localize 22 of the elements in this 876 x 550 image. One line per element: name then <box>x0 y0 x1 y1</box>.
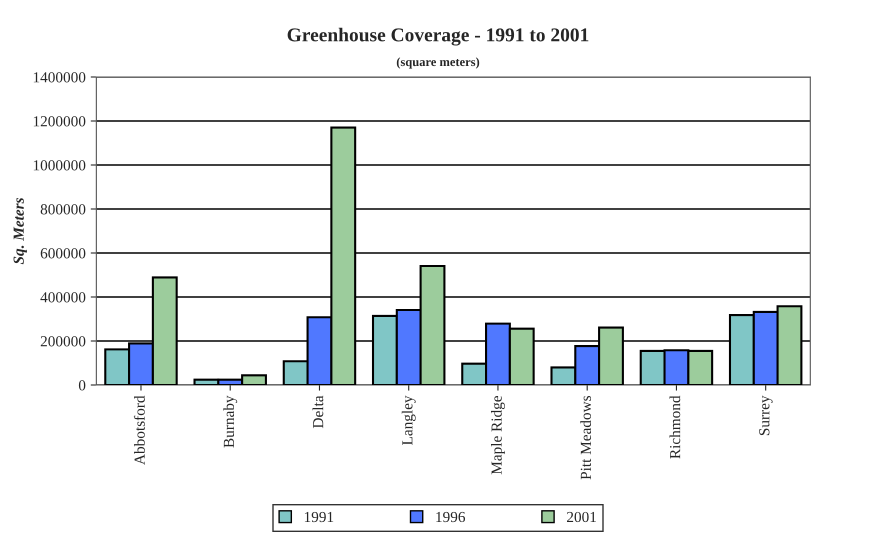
y-tick-label: 1000000 <box>34 160 86 170</box>
chart-subtitle: (square meters) <box>396 57 480 69</box>
legend-label: 2001 <box>567 512 596 522</box>
x-tick-label: Langley <box>402 395 416 446</box>
y-tick-label: 200000 <box>40 336 86 346</box>
y-tick-label: 1200000 <box>34 116 86 126</box>
x-tick-label: Pitt Meadows <box>580 396 592 480</box>
y-axis-title: Sq. Meters <box>14 198 27 264</box>
y-tick-label: 600000 <box>40 248 86 258</box>
y-tick-label: 0 <box>78 380 86 390</box>
y-tick-label: 800000 <box>40 204 86 214</box>
x-tick-label: Abbotsford <box>134 396 145 465</box>
legend-label: 1996 <box>436 512 466 522</box>
x-tick-label: Delta <box>312 396 324 428</box>
x-tick-label: Surrey <box>759 395 773 436</box>
x-tick-label: Richmond <box>670 396 680 459</box>
x-tick-label: Maple Ridge <box>491 396 505 474</box>
y-tick-label: 1400000 <box>34 72 86 82</box>
y-tick-label: 400000 <box>40 292 86 302</box>
chart-title: Greenhouse Coverage - 1991 to 2001 <box>288 28 588 46</box>
x-tick-label: Burnaby <box>223 395 238 448</box>
legend-label: 1991 <box>304 512 334 522</box>
